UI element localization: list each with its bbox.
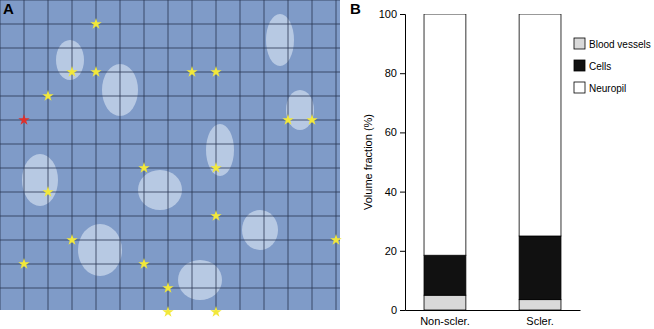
grid-line (264, 0, 265, 310)
tick-mark (400, 251, 405, 252)
cell-profile (266, 14, 294, 66)
tick-label: 100 (379, 8, 397, 20)
point-marker (162, 306, 173, 317)
tick-mark (400, 14, 405, 15)
grid-line (0, 72, 340, 73)
point-marker (210, 306, 221, 317)
point-marker (210, 210, 221, 221)
tick: 80 (385, 67, 405, 79)
cell-profile (178, 260, 222, 300)
grid-line (72, 0, 73, 310)
grid-line (0, 216, 340, 217)
point-marker (138, 162, 149, 173)
legend-swatch (574, 82, 585, 93)
panel-label: B (350, 0, 361, 17)
figure: A B 0 20 40 60 80 100 Non-scler. Scler. Volume fra… (0, 0, 654, 329)
tick-label: 80 (385, 67, 397, 79)
tick-label: 60 (385, 126, 397, 138)
point-marker (18, 258, 29, 269)
point-marker (90, 66, 101, 77)
grid-line (216, 0, 217, 310)
legend-label: Blood vessels (589, 39, 651, 50)
bar-segment (519, 300, 561, 310)
grid-line (0, 24, 340, 25)
grid-line (96, 0, 97, 310)
point-marker (18, 114, 29, 125)
axis-title: Volume fraction (%) (362, 114, 374, 210)
tick-label: Scler. (526, 315, 554, 327)
point-marker (186, 66, 197, 77)
tick-mark (400, 73, 405, 74)
tick: 40 (385, 186, 405, 198)
tick: 0 (391, 304, 405, 316)
point-marker (42, 90, 53, 101)
tick-label: 20 (385, 245, 397, 257)
grid-line (0, 264, 340, 265)
bar-segment (424, 255, 466, 295)
grid-line (0, 240, 340, 241)
grid-line (192, 0, 193, 310)
tick: 60 (385, 126, 405, 138)
grid-line (336, 0, 337, 310)
micrograph (0, 0, 340, 310)
cell-profile (22, 154, 58, 206)
axis-line (406, 310, 581, 311)
tick-label: Non-scler. (420, 315, 470, 327)
grid-line (0, 0, 1, 310)
grid-line (312, 0, 313, 310)
point-marker (330, 234, 341, 245)
tick: Scler. (526, 310, 554, 327)
panel-a (0, 0, 342, 317)
axis-line (400, 15, 406, 311)
point-marker (66, 66, 77, 77)
grid-line (168, 0, 169, 310)
bars (424, 14, 561, 310)
legend-label: Cells (589, 61, 611, 72)
tick: 100 (379, 8, 405, 20)
y-axis: 0 20 40 60 80 100 (379, 8, 406, 316)
point-marker (282, 114, 293, 125)
point-marker (90, 18, 101, 29)
point-marker (138, 258, 149, 269)
point-marker (42, 186, 53, 197)
grid-line (0, 168, 340, 169)
legend-swatch (574, 38, 585, 49)
bar-segment (424, 14, 466, 255)
x-axis: Non-scler. Scler. (406, 310, 581, 327)
bar-segment (519, 14, 561, 236)
cell-profile (56, 40, 84, 80)
tick-mark (400, 192, 405, 193)
tick: Non-scler. (420, 310, 470, 327)
point-marker (210, 66, 221, 77)
grid-line (288, 0, 289, 310)
tick-label: 0 (391, 304, 397, 316)
legend-label: Neuropil (589, 83, 626, 94)
grid-line (48, 0, 49, 310)
tick: 20 (385, 245, 405, 257)
legend-swatch (574, 60, 585, 71)
tick-mark (400, 310, 405, 311)
grid-line (240, 0, 241, 310)
grid-line (0, 144, 340, 145)
panel-label: A (3, 0, 14, 17)
point-marker (210, 162, 221, 173)
tick-label: 40 (385, 186, 397, 198)
cell-profile (78, 224, 122, 276)
grid-line (120, 0, 121, 310)
point-marker (66, 234, 77, 245)
point-marker (162, 282, 173, 293)
grid-line (0, 48, 340, 49)
grid-line (0, 0, 340, 1)
tick-mark (400, 132, 405, 133)
legend: Blood vessels Cells Neuropil (574, 38, 651, 94)
bar-segment (519, 236, 561, 300)
bar-segment (424, 295, 466, 310)
cell-profile (138, 170, 182, 210)
point-marker (306, 114, 317, 125)
